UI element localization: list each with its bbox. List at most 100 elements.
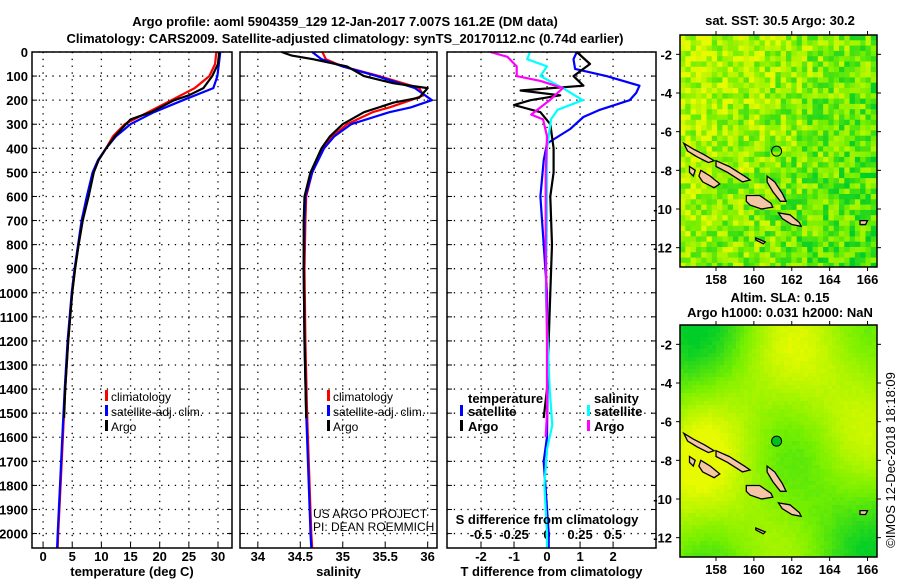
x-tick-label: 25	[182, 549, 196, 564]
island-landmass	[698, 169, 721, 189]
y-tick-label: 100	[6, 69, 28, 84]
y-tick-label: -10	[653, 492, 672, 507]
argo-float-marker	[771, 435, 783, 447]
salinity-legend: climatology satellite-adj. clim. Argo	[327, 390, 425, 434]
legend-title-temperature: temperature	[468, 391, 543, 406]
legend-marker-climatology	[327, 390, 330, 401]
x-tick-label: 34.5	[288, 549, 313, 564]
legend-label-sal-satellite: satellite	[594, 404, 642, 419]
s-x-tick-label: 0.5	[604, 527, 622, 542]
legend-marker-temp-satellite	[460, 405, 463, 416]
island-landmass	[715, 159, 752, 183]
island-landmass	[859, 219, 869, 226]
series-line-climatology	[56, 51, 218, 549]
x-tick-label: 1	[576, 549, 583, 564]
legend-marker-argo	[105, 420, 108, 431]
x-tick-label: 158	[705, 272, 727, 287]
sla-map-title-line2: Argo h1000: 0.031 h2000: NaN	[687, 305, 873, 320]
x-tick-label: 30	[211, 549, 225, 564]
y-tick-label: -12	[653, 241, 672, 256]
temperature-legend: climatology satellite-adj. clim. Argo	[105, 390, 203, 434]
figure-title-line1: Argo profile: aoml 5904359_129 12-Jan-20…	[132, 14, 558, 29]
y-tick-label: 1900	[0, 502, 28, 517]
salinity-panel: 34 34.5 35 35.5 36 salinity	[239, 50, 438, 579]
y-tick-label: -2	[660, 337, 672, 352]
y-tick-label: 900	[6, 262, 28, 277]
x-tick-label: -2	[475, 549, 487, 564]
y-tick-label: 800	[6, 238, 28, 253]
sla-map: 158 160 162 164 166 -2 -4 -6 -8 -10 -12	[653, 321, 881, 577]
y-tick-label: 1600	[0, 430, 28, 445]
y-tick-label: 400	[6, 141, 28, 156]
legend-marker-temp-argo	[460, 420, 463, 431]
x-axis-label: T difference from climatology	[460, 564, 643, 579]
y-tick-label: 1500	[0, 406, 28, 421]
sst-map-title: sat. SST: 30.5 Argo: 30.2	[705, 13, 855, 28]
y-tick-label: 200	[6, 93, 28, 108]
s-x-tick-label: 0.25	[567, 527, 592, 542]
island-landmass	[698, 459, 721, 479]
legend-label-satellite: satellite-adj. clim.	[333, 405, 425, 419]
x-tick-label: 166	[857, 562, 879, 577]
x-tick-label: 162	[781, 272, 803, 287]
island-landmass	[745, 484, 774, 500]
legend-marker-satellite	[105, 405, 108, 416]
legend-label-temp-argo: Argo	[468, 419, 498, 434]
x-tick-label: -1	[508, 549, 520, 564]
y-tick-label: -4	[660, 376, 672, 391]
island-landmass	[715, 449, 752, 473]
y-tick-label: -8	[660, 163, 672, 178]
island-landmass	[688, 165, 696, 178]
credit-pi: PI: DEAN ROEMMICH	[313, 520, 434, 534]
figure-title-line2: Climatology: CARS2009. Satellite-adjuste…	[66, 31, 623, 46]
plot-frame	[446, 51, 657, 549]
legend-title-salinity: salinity	[594, 391, 640, 406]
y-tick-label: 1800	[0, 478, 28, 493]
series-line-salinity-argo	[490, 50, 565, 438]
x-tick-label: 164	[819, 562, 841, 577]
x-tick-label: 5	[69, 549, 76, 564]
x-tick-label: 35	[336, 549, 350, 564]
x-axis-label: temperature (deg C)	[70, 564, 194, 579]
legend-marker-climatology	[105, 390, 108, 401]
legend-label-argo: Argo	[111, 420, 137, 434]
map-frame	[679, 324, 878, 558]
x-tick-label: 35.5	[373, 549, 398, 564]
y-tick-label: 600	[6, 189, 28, 204]
y-tick-label: -6	[660, 415, 672, 430]
y-tick-label: -4	[660, 86, 672, 101]
x-tick-label: 162	[781, 562, 803, 577]
series-line-argo	[63, 51, 221, 419]
x-tick-label: 0	[39, 549, 46, 564]
series-line-temperature-argo	[512, 51, 592, 419]
x-tick-label: 34	[251, 549, 266, 564]
legend-label-temp-satellite: satellite	[468, 404, 516, 419]
y-tick-label: 500	[6, 165, 28, 180]
series-line-climatology	[303, 51, 425, 549]
y-tick-label: -8	[660, 453, 672, 468]
y-tick-label: 300	[6, 117, 28, 132]
y-tick-label: -12	[653, 531, 672, 546]
x-tick-label: 20	[152, 549, 166, 564]
y-tick-label: 1200	[0, 334, 28, 349]
island-landmass	[745, 194, 774, 210]
legend-marker-argo	[327, 420, 330, 431]
sla-map-title-line1: Altim. SLA: 0.15	[731, 290, 830, 305]
x-tick-label: 10	[94, 549, 108, 564]
s-x-tick-label: -0.25	[499, 527, 529, 542]
x-axis-label: salinity	[316, 564, 362, 579]
plot-frame	[239, 51, 438, 549]
s-difference-axis-label: S difference from climatology	[456, 512, 640, 527]
legend-marker-satellite	[327, 405, 330, 416]
y-tick-label: -2	[660, 47, 672, 62]
y-tick-label: 0	[21, 45, 28, 60]
y-tick-label: 1300	[0, 358, 28, 373]
sst-map: 158 160 162 164 166 -2 -4 -6 -8 -10 -12	[653, 31, 881, 287]
y-tick-label: 1400	[0, 382, 28, 397]
island-landmass	[859, 509, 869, 516]
argo-float-marker	[771, 145, 783, 157]
x-tick-label: 166	[857, 272, 879, 287]
y-tick-label: -10	[653, 202, 672, 217]
map-frame	[679, 34, 878, 268]
